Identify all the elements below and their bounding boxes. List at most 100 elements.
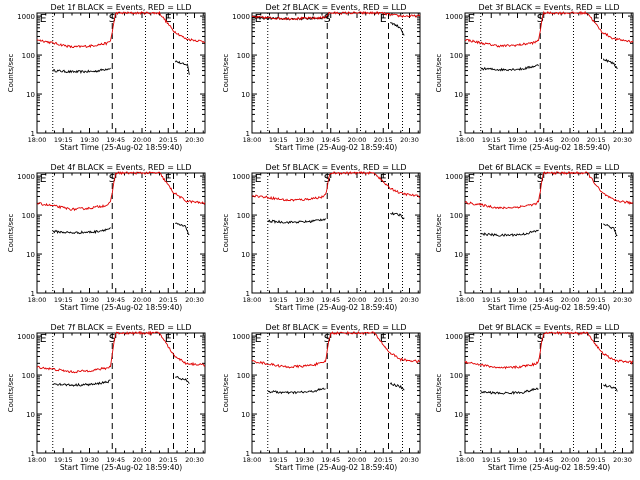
segment-marker-e: E bbox=[255, 332, 262, 345]
x-tick-label: 20:00 bbox=[561, 136, 580, 144]
segment-marker-s: S bbox=[109, 12, 116, 25]
x-tick-label: 19:30 bbox=[508, 136, 527, 144]
segment-marker-e: E bbox=[165, 12, 172, 25]
detector-panel-3: Det 3f BLACK = Events, RED = LLD 1 10 100 10… bbox=[435, 3, 634, 152]
events-series-line bbox=[602, 58, 618, 70]
plot-frame bbox=[251, 332, 421, 454]
segment-marker-e: E bbox=[40, 172, 47, 185]
x-tick-label: 19:45 bbox=[106, 136, 125, 144]
x-tick-label: 20:15 bbox=[374, 136, 393, 144]
x-tick-label: 19:15 bbox=[269, 136, 288, 144]
x-tick-label: 20:15 bbox=[587, 136, 606, 144]
lld-series-line bbox=[251, 10, 421, 21]
x-tick-label: 20:00 bbox=[561, 296, 580, 304]
y-tick-label: 1000 bbox=[445, 173, 463, 181]
x-tick-label: 18:00 bbox=[28, 136, 47, 144]
y-tick-label: 10 bbox=[241, 251, 250, 259]
panel-title: Det 3f BLACK = Events, RED = LLD bbox=[478, 3, 619, 12]
events-series-line bbox=[267, 218, 326, 225]
x-tick-label: 19:15 bbox=[54, 296, 73, 304]
x-axis-label: Start Time (25-Aug-02 18:59:40) bbox=[60, 463, 182, 472]
events-series-line bbox=[390, 211, 405, 220]
plot-frame bbox=[464, 332, 634, 454]
x-tick-label: 19:15 bbox=[482, 296, 501, 304]
y-tick-label: 10 bbox=[454, 411, 463, 419]
x-tick-label: 20:15 bbox=[374, 456, 393, 464]
x-tick-label: 20:00 bbox=[348, 456, 367, 464]
y-tick-label: 1000 bbox=[232, 13, 250, 21]
y-tick-label: 100 bbox=[450, 372, 463, 380]
x-axis-label: Start Time (25-Aug-02 18:59:40) bbox=[488, 303, 610, 312]
segment-marker-e: E bbox=[380, 332, 387, 345]
x-tick-label: 19:15 bbox=[269, 296, 288, 304]
y-tick-label: 100 bbox=[450, 212, 463, 220]
lld-series-line bbox=[36, 330, 206, 374]
lld-series-line bbox=[464, 10, 634, 48]
segment-marker-e: E bbox=[468, 332, 475, 345]
detector-panel-4: Det 4f BLACK = Events, RED = LLD 1 10 100 10… bbox=[7, 163, 206, 312]
x-tick-label: 20:15 bbox=[159, 296, 178, 304]
y-axis-label: Counts/sec bbox=[222, 374, 230, 413]
segment-marker-e: E bbox=[380, 12, 387, 25]
y-tick-label: 1000 bbox=[17, 333, 35, 341]
x-tick-label: 18:00 bbox=[28, 296, 47, 304]
y-axis-label: Counts/sec bbox=[7, 214, 15, 253]
x-tick-label: 20:30 bbox=[185, 296, 204, 304]
plot-frame bbox=[36, 332, 206, 454]
x-tick-label: 20:00 bbox=[348, 136, 367, 144]
x-tick-label: 19:30 bbox=[295, 456, 314, 464]
plot-frame bbox=[251, 172, 421, 294]
segment-marker-s: S bbox=[109, 332, 116, 345]
events-series-line bbox=[389, 381, 405, 391]
segment-marker-e: E bbox=[380, 172, 387, 185]
y-tick-label: 100 bbox=[237, 372, 250, 380]
x-tick-label: 20:30 bbox=[185, 456, 204, 464]
x-tick-label: 20:15 bbox=[587, 456, 606, 464]
y-tick-label: 1 bbox=[459, 130, 463, 138]
lld-series-line bbox=[36, 171, 206, 212]
panel-title: Det 5f BLACK = Events, RED = LLD bbox=[265, 163, 406, 172]
segment-marker-e: E bbox=[468, 172, 475, 185]
x-tick-label: 19:45 bbox=[534, 456, 553, 464]
x-tick-label: 20:00 bbox=[133, 296, 152, 304]
x-axis-label: Start Time (25-Aug-02 18:59:40) bbox=[275, 303, 397, 312]
y-tick-label: 1000 bbox=[232, 173, 250, 181]
x-tick-label: 20:15 bbox=[159, 136, 178, 144]
y-tick-label: 10 bbox=[454, 251, 463, 259]
events-series-line bbox=[480, 64, 539, 72]
y-axis-label: Counts/sec bbox=[435, 374, 443, 413]
x-tick-label: 19:45 bbox=[106, 296, 125, 304]
events-series-line bbox=[175, 375, 190, 384]
y-tick-label: 10 bbox=[26, 411, 35, 419]
x-tick-label: 18:00 bbox=[28, 456, 47, 464]
segment-marker-s: S bbox=[537, 172, 544, 185]
events-series-line bbox=[52, 67, 111, 74]
y-tick-label: 1 bbox=[459, 290, 463, 298]
x-tick-label: 19:30 bbox=[80, 296, 99, 304]
detector-panel-7: Det 7f BLACK = Events, RED = LLD 1 10 100 10… bbox=[7, 323, 206, 472]
plot-frame bbox=[464, 172, 634, 294]
y-tick-label: 100 bbox=[22, 372, 35, 380]
x-tick-label: 18:00 bbox=[456, 136, 475, 144]
segment-marker-e: E bbox=[40, 12, 47, 25]
panel-title: Det 2f BLACK = Events, RED = LLD bbox=[265, 3, 406, 12]
x-axis-label: Start Time (25-Aug-02 18:59:40) bbox=[488, 143, 610, 152]
segment-marker-e: E bbox=[165, 172, 172, 185]
y-tick-label: 10 bbox=[26, 91, 35, 99]
panel-title: Det 1f BLACK = Events, RED = LLD bbox=[50, 3, 191, 12]
plot-frame bbox=[464, 12, 634, 134]
y-tick-label: 10 bbox=[26, 251, 35, 259]
plot-frame bbox=[36, 12, 206, 134]
x-axis-label: Start Time (25-Aug-02 18:59:40) bbox=[275, 463, 397, 472]
segment-marker-s: S bbox=[324, 12, 331, 25]
x-tick-label: 19:45 bbox=[321, 296, 340, 304]
panel-title: Det 7f BLACK = Events, RED = LLD bbox=[50, 323, 191, 332]
events-series-line bbox=[174, 60, 190, 75]
events-series-line bbox=[480, 229, 539, 237]
x-tick-label: 19:30 bbox=[295, 136, 314, 144]
events-series-line bbox=[267, 387, 326, 395]
segment-marker-e: E bbox=[255, 172, 262, 185]
x-tick-label: 19:15 bbox=[269, 456, 288, 464]
y-tick-label: 10 bbox=[241, 91, 250, 99]
x-tick-label: 19:45 bbox=[534, 296, 553, 304]
